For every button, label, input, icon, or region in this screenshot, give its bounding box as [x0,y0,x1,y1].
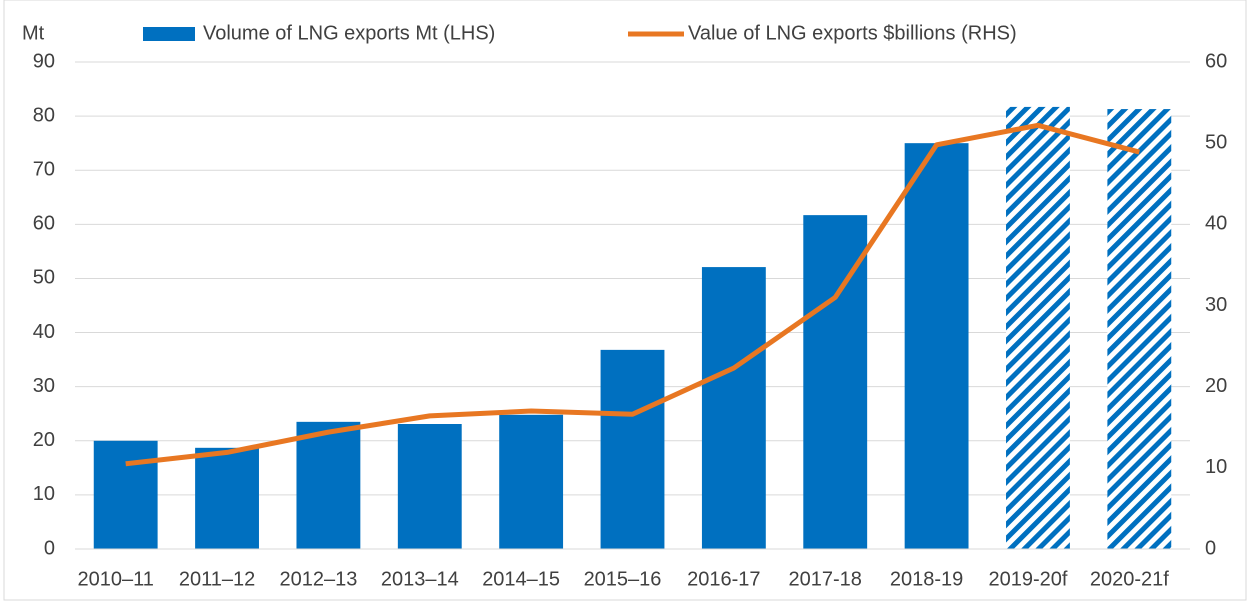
x-tick-label: 2019-20f [988,568,1067,590]
x-tick-label: 2011–12 [179,568,255,590]
y-tick-label: 90 [33,50,55,72]
bar [195,447,259,549]
y2-tick-label: 30 [1205,294,1227,316]
bar [1006,106,1070,549]
y2-tick-label: 20 [1205,375,1227,397]
bar [803,215,868,549]
bar [397,424,462,549]
x-tick-label: 2010–11 [77,568,153,590]
legend-label: Volume of LNG exports Mt (LHS) [203,22,495,44]
y2-tick-label: 50 [1205,131,1227,153]
y2-tick-label: 0 [1205,537,1216,559]
y2-tick-label: 60 [1205,50,1227,72]
bar [904,143,969,549]
x-tick-label: 2015–16 [584,568,662,590]
x-tick-label: 2013–14 [381,568,459,590]
y-axis-label: Mt [22,22,45,44]
x-tick-label: 2016-17 [687,568,760,590]
y-tick-label: 20 [33,429,55,451]
y2-tick-label: 40 [1205,213,1227,235]
y-tick-label: 50 [33,267,55,289]
x-tick-label: 2012–13 [279,568,357,590]
y-tick-label: 40 [33,321,55,343]
y-tick-label: 70 [33,159,55,181]
y2-tick-label: 10 [1205,456,1227,478]
y-tick-label: 80 [33,104,55,126]
bar [701,267,766,549]
bar [499,414,564,549]
line [125,122,1140,467]
x-tick-label: 2018-19 [890,568,963,590]
y-tick-label: 30 [33,375,55,397]
legend-label: Value of LNG exports $billions (RHS) [688,22,1017,44]
y-tick-label: 0 [44,537,55,559]
x-tick-label: 2020-21f [1090,568,1169,590]
legend-swatch [143,27,195,41]
bar [296,421,361,549]
y-tick-label: 10 [33,483,55,505]
y-tick-label: 60 [33,213,55,235]
bar [93,440,158,549]
bar [1107,109,1172,550]
x-tick-label: 2017-18 [789,568,862,590]
x-tick-label: 2014–15 [482,568,560,590]
bar [600,349,665,549]
chart-border [3,0,1247,601]
